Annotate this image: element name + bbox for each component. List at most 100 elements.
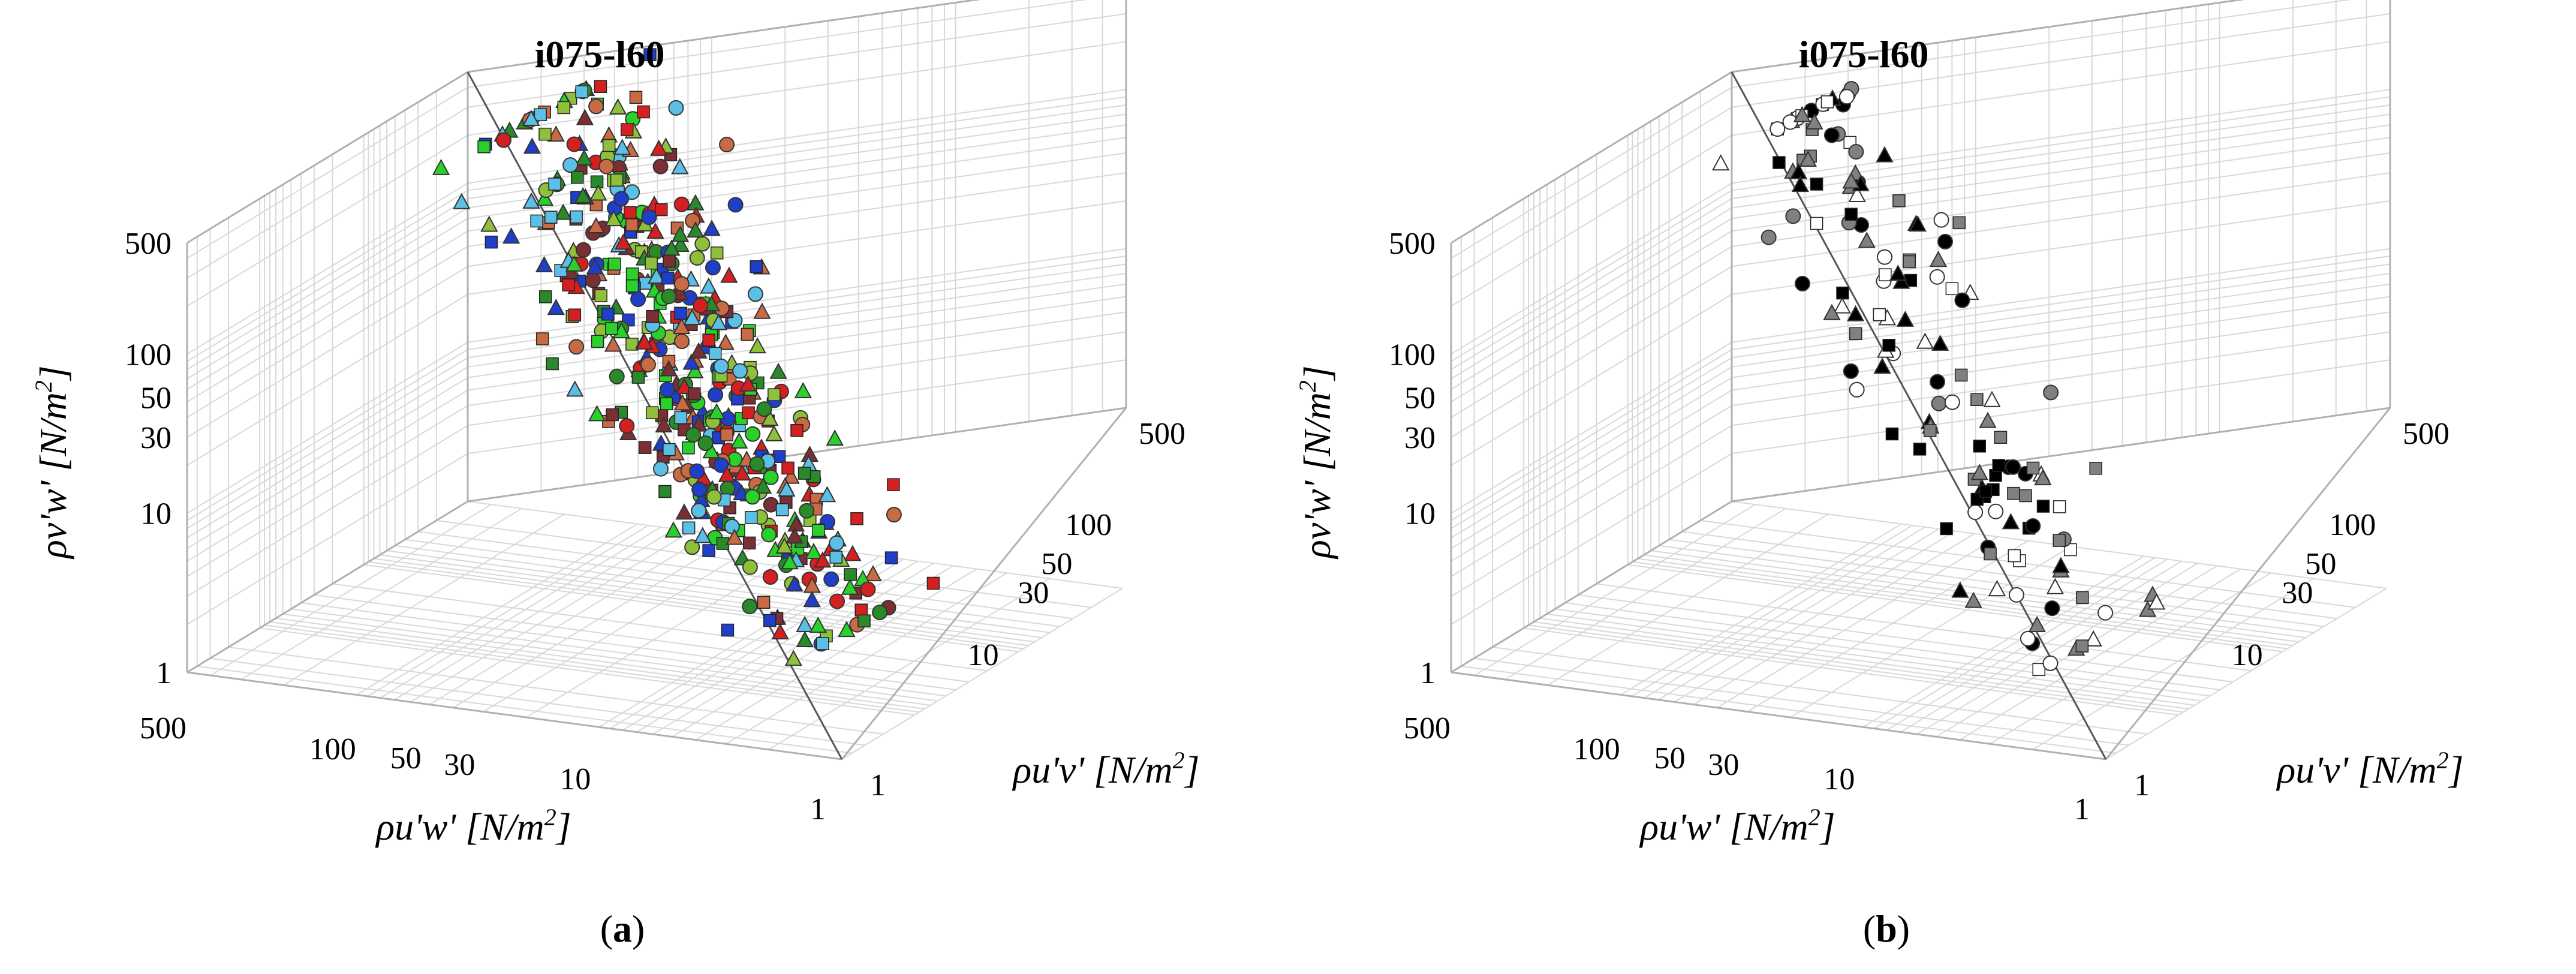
data-point-triangle [2046, 578, 2065, 594]
data-point-square [741, 327, 754, 341]
data-point-square [530, 214, 543, 228]
chart-title: i075-l60 [1799, 33, 1929, 76]
data-point-triangle [786, 575, 804, 592]
data-point-circle [1761, 229, 1777, 245]
data-point-circle [2044, 600, 2060, 617]
data-point-triangle [1964, 591, 1982, 608]
data-point-triangle [522, 109, 540, 127]
data-point-circle [1988, 503, 2004, 519]
data-point-triangle [663, 239, 681, 256]
data-point-triangle [703, 220, 721, 236]
data-point-circle [1954, 292, 1970, 308]
data-point-square [816, 637, 829, 650]
data-point-circle [1843, 363, 1859, 379]
data-point-circle [694, 236, 711, 252]
data-point-triangle [589, 184, 607, 201]
data-point-square [643, 48, 657, 61]
z-tick-label: 10 [1404, 497, 1436, 531]
data-point-triangle [805, 543, 823, 560]
data-point-triangle [864, 565, 882, 582]
data-point-circle [724, 518, 740, 534]
data-point-square [702, 333, 715, 347]
data-point-circle [630, 291, 646, 307]
data-point-circle [742, 599, 758, 615]
data-point-square [477, 140, 490, 154]
data-point-square [663, 443, 676, 456]
data-point-circle [2008, 587, 2024, 603]
data-point-triangle [636, 333, 654, 350]
data-point-triangle [2034, 468, 2052, 486]
data-point-square [548, 178, 561, 191]
z-axis-label: ρv'w' [N/m2] [30, 365, 74, 560]
data-point-triangle [1929, 250, 1948, 267]
data-point-square [2019, 489, 2032, 503]
data-point-triangle [672, 235, 690, 252]
data-point-square [601, 308, 615, 321]
x-tick-label: 100 [309, 732, 356, 766]
data-point-square [1885, 427, 1899, 441]
data-point-triangle [708, 403, 726, 420]
z-tick-label: 50 [140, 381, 171, 415]
data-point-circle [719, 137, 735, 153]
data-point-triangle [682, 353, 700, 370]
data-point-triangle [733, 464, 751, 481]
data-point-circle [2043, 384, 2059, 401]
y-axis-label: ρu'v' [N/m2] [1012, 747, 1200, 791]
data-point-circle [829, 535, 845, 551]
data-point-square [2036, 500, 2050, 513]
data-point-triangle [604, 335, 622, 352]
data-point-square [544, 211, 558, 224]
data-point-triangle [432, 158, 450, 175]
data-point-triangle [683, 308, 702, 326]
data-point-square [1844, 208, 1858, 221]
data-point-triangle [781, 553, 799, 570]
reference-line [1731, 71, 2107, 760]
data-point-triangle [502, 227, 520, 244]
data-point-triangle [671, 158, 689, 175]
data-point-circle [585, 272, 601, 288]
data-point-square [591, 335, 604, 348]
data-point-triangle [1979, 411, 1997, 428]
data-point-triangle [566, 380, 584, 397]
x-tick-label: 100 [1573, 732, 1620, 766]
data-point-triangle [717, 333, 735, 350]
data-point-circle [1933, 212, 1949, 228]
data-point-triangle [648, 267, 666, 284]
data-point-square [557, 101, 571, 115]
data-point-circle [1849, 381, 1865, 398]
data-point-square [1994, 431, 2008, 444]
data-point-circle [691, 503, 707, 519]
data-point-circle [829, 593, 845, 609]
data-point-square [682, 521, 696, 535]
data-point-triangle [1791, 176, 1810, 193]
data-point-triangle [1983, 390, 2001, 407]
data-point-square [645, 406, 659, 419]
data-point-square [850, 512, 863, 525]
data-point-circle [2042, 655, 2059, 671]
data-point-triangle [818, 486, 836, 503]
data-point-triangle [778, 480, 796, 497]
data-point-square [606, 408, 619, 422]
data-point-square [538, 127, 552, 141]
data-point-circle [619, 418, 635, 434]
data-point-triangle [604, 209, 623, 227]
data-point-triangle [535, 255, 553, 273]
data-point-square [1820, 95, 1834, 109]
data-point-circle [2020, 630, 2036, 647]
data-point-triangle [709, 314, 728, 330]
data-point-square [1913, 443, 1927, 456]
scatter-points [432, 48, 940, 666]
data-point-circle [674, 333, 690, 350]
data-point-square [674, 411, 688, 425]
data-point-triangle [803, 591, 821, 608]
data-point-square [538, 290, 552, 303]
data-point-circle [609, 368, 625, 384]
y-tick-label: 100 [2329, 508, 2376, 542]
data-point-square [631, 371, 645, 384]
z-tick-label: 100 [125, 338, 171, 372]
data-point-square [1940, 522, 1953, 536]
data-point-triangle [844, 545, 862, 561]
x-tick-label: 500 [140, 711, 186, 745]
data-point-triangle [576, 109, 594, 125]
